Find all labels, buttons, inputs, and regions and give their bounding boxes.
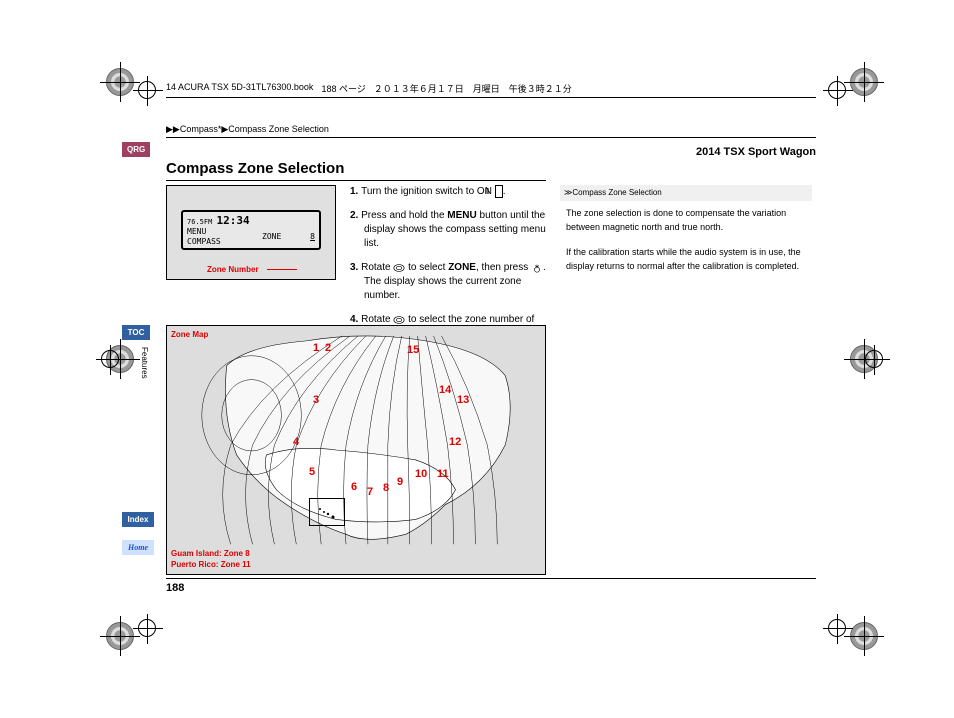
zone-number-6: 6 <box>351 481 357 493</box>
zone-number-14: 14 <box>439 384 451 396</box>
zone-number-5: 5 <box>309 466 315 478</box>
lcd-menu: MENU <box>187 227 206 236</box>
step-1: 1. Turn the ignition switch to ON II. <box>350 185 550 199</box>
zone-number-13: 13 <box>457 394 469 406</box>
rotate-knob-icon <box>393 315 405 325</box>
zone-number-4: 4 <box>293 436 299 448</box>
step-2: 2. Press and hold the MENU button until … <box>350 209 550 251</box>
zone-number-8: 8 <box>383 482 389 494</box>
zone-number-10: 10 <box>415 468 427 480</box>
map-footer: Guam Island: Zone 8 Puerto Rico: Zone 11 <box>171 549 251 570</box>
zone-number-1: 1 <box>313 342 319 354</box>
tab-toc[interactable]: TOC <box>122 325 150 340</box>
model-title: 2014 TSX Sport Wagon <box>696 146 816 158</box>
bottom-rule <box>166 578 816 579</box>
zone-map-panel: Zone Map 123456789101112131415 Guam <box>166 325 546 575</box>
sidebox-para-2: If the calibration starts while the audi… <box>560 244 812 275</box>
zone-number-7: 7 <box>367 486 373 498</box>
registration-mark <box>859 344 889 374</box>
press-knob-icon <box>531 263 543 273</box>
lcd-compass: COMPASS <box>187 237 221 246</box>
sidebox-title: ≫Compass Zone Selection <box>560 185 812 201</box>
lcd-zone-value: 8 <box>310 232 315 241</box>
zone-number-15: 15 <box>407 344 419 356</box>
breadcrumb: ▶▶Compass*▶Compass Zone Selection <box>166 124 329 135</box>
zone-number-12: 12 <box>449 436 461 448</box>
registration-mark <box>822 75 852 105</box>
page-number: 188 <box>166 582 184 594</box>
tab-index[interactable]: Index <box>122 512 154 527</box>
header-date: ２０１３年６月１７日 月曜日 午後３時２１分 <box>374 82 572 95</box>
hawaii-inset-box <box>309 498 345 526</box>
zone-map-svg <box>167 326 545 574</box>
tab-qrg[interactable]: QRG <box>122 142 150 157</box>
zone-number-11: 11 <box>437 468 449 480</box>
registration-mark <box>822 613 852 643</box>
ignition-ii-icon: II <box>495 185 503 198</box>
header-page-ref: 188 ページ <box>321 82 365 95</box>
rotate-knob-icon <box>393 263 405 273</box>
map-footer-guam: Guam Island: Zone 8 <box>171 549 251 559</box>
zone-number-3: 3 <box>313 394 319 406</box>
registration-mark <box>132 75 162 105</box>
registration-mark <box>95 344 125 374</box>
lcd-display-illustration: 76.5FM 12:34 MENU COMPASS ZONE 8 Zone Nu… <box>166 185 336 280</box>
map-footer-pr: Puerto Rico: Zone 11 <box>171 560 251 570</box>
lcd-screen: 76.5FM 12:34 MENU COMPASS ZONE 8 <box>181 210 321 250</box>
header-rule <box>166 97 816 98</box>
tab-features[interactable]: Features <box>138 343 151 383</box>
step-3: 3. Rotate to select ZONE, then press . T… <box>350 261 550 303</box>
lcd-time: 12:34 <box>217 214 250 227</box>
title-rule <box>166 180 546 181</box>
header-filename-line: 14 ACURA TSX 5D-31TL76300.book 188 ページ ２… <box>166 82 816 98</box>
breadcrumb-rule <box>166 137 816 138</box>
zone-number-arrow <box>267 269 297 270</box>
zone-number-label: Zone Number <box>207 265 259 274</box>
info-sidebox: ≫Compass Zone Selection The zone selecti… <box>560 185 812 283</box>
lcd-zone-word: ZONE <box>262 232 281 241</box>
zone-number-2: 2 <box>325 342 331 354</box>
sidebox-para-1: The zone selection is done to compensate… <box>560 205 812 236</box>
tab-home[interactable]: Home <box>122 540 154 555</box>
page-title: Compass Zone Selection <box>166 160 344 177</box>
registration-mark <box>132 613 162 643</box>
header-filename: 14 ACURA TSX 5D-31TL76300.book <box>166 82 313 95</box>
zone-number-9: 9 <box>397 476 403 488</box>
